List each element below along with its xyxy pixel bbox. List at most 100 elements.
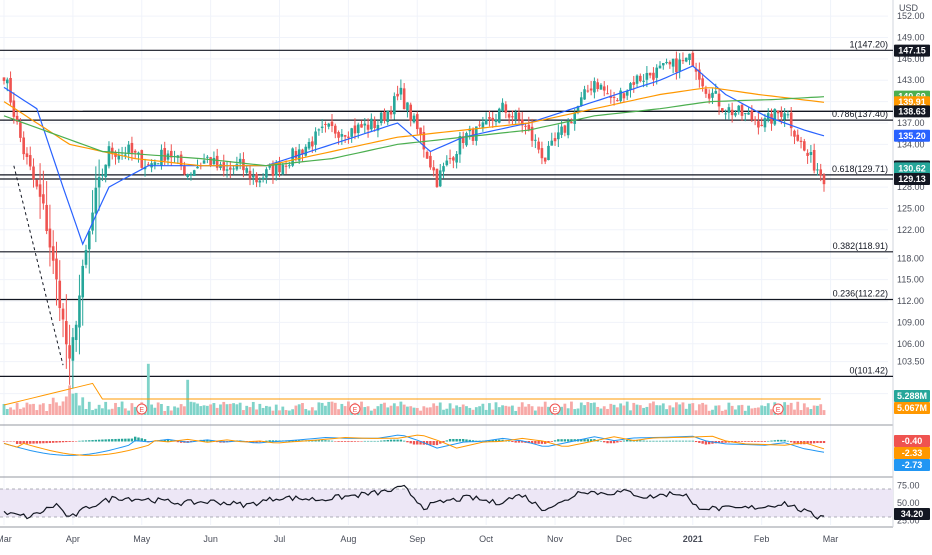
volume-bar [543,401,547,415]
price-tick-label: 125.00 [897,203,925,213]
candle-body [511,116,514,118]
macd-histogram-bar [494,439,498,442]
candle-body [481,122,485,129]
macd-histogram-bar [806,441,809,444]
candle-body [717,93,721,107]
candle-body [245,168,249,173]
volume-bar [638,405,642,415]
candle-body [28,155,32,167]
macd-histogram-bar [406,441,409,443]
candle-body [740,104,744,116]
macd-histogram-bar [107,439,111,442]
volume-bar [343,406,347,415]
volume-bar [91,410,94,415]
candle-body [373,120,376,129]
volume-bar [45,410,49,415]
candle-body [606,93,609,95]
candle-body [15,115,19,122]
candle-body [734,112,737,116]
macd-histogram-bar [91,440,94,442]
macd-histogram-bar [245,441,248,442]
volume-bar [373,408,377,415]
volume-bar [671,407,675,415]
volume-bar [379,403,383,415]
volume-bar [520,402,524,415]
volume-bar [684,408,688,415]
candle-body [484,119,488,125]
volume-bar [412,407,416,415]
volume-bar [593,402,596,415]
volume-bar [104,401,108,415]
volume-bar [94,408,98,415]
candle-body [494,119,498,122]
candle-body [711,92,714,98]
macd-histogram-bar [432,441,435,446]
macd-histogram-bar [458,438,462,442]
macd-histogram-bar [668,440,672,442]
macd-histogram-bar [586,439,590,442]
macd-histogram-bar [74,441,78,442]
candle-body [242,159,245,171]
volume-bar [87,401,91,415]
macd-histogram-bar [81,440,84,442]
volume-bar [192,402,196,415]
candle-body [757,121,760,128]
volume-bar [763,406,767,415]
candle-body [763,118,767,128]
volume-bar [383,402,386,415]
candle-body [396,93,399,97]
macd-histogram-bar [347,441,350,442]
candle-body [2,77,6,81]
volume-bar [432,403,436,415]
candle-body [760,124,763,127]
volume-bar [183,406,186,415]
price-tick-label: 134.00 [897,139,925,149]
volume-bar [366,406,370,415]
volume-bar [697,404,701,415]
price-tick-label: 112.00 [897,296,924,306]
macd-histogram-bar [412,441,416,445]
candle-body [553,138,557,142]
volume-bar [38,404,42,415]
candle-body [501,102,504,112]
candle-body [537,141,540,150]
macd-histogram-bar [320,440,324,442]
macd-histogram-bar [511,441,514,443]
candle-body [81,265,85,298]
macd-histogram-bar [717,441,721,443]
volume-tag: 5.067M [897,403,927,413]
volume-bar [402,404,406,415]
candle-body [19,122,22,138]
fibonacci-levels: 1(147.20) 0.786(137.40) 0.618(129.71) 0.382… [0,39,893,377]
volume-tag: 5.288M [897,391,927,401]
candle-body [169,150,173,158]
macd-histogram-bar [22,441,25,444]
macd-histogram-bar [783,439,786,442]
price-tag-bg [894,162,930,175]
candle-body [25,153,29,158]
volume-bar [530,406,534,415]
volume-bar [589,403,593,415]
volume-bar [19,408,22,415]
volume-bar [110,408,114,415]
price-tag-bg [894,96,930,109]
price-tag: 138.63 [898,106,926,116]
volume-bar [599,408,603,415]
macd-histogram-bar [544,441,547,444]
macd-histogram-bar [71,441,75,442]
candle-body [491,117,495,121]
volume-bar [711,409,714,415]
candle-body [681,60,685,62]
macd-histogram-bar [32,441,35,444]
volume-bar [579,402,583,415]
volume-bar [478,406,481,415]
candle-body [117,154,121,160]
candle-body [268,165,271,168]
macd-histogram-bar [9,441,12,442]
candle-body [661,63,665,66]
candle-body [727,107,731,113]
fib-level-label: 0.236(112.22) [833,288,888,298]
candle-body [22,137,25,155]
macd-histogram-bar [780,439,783,442]
volume-bar [422,406,426,415]
